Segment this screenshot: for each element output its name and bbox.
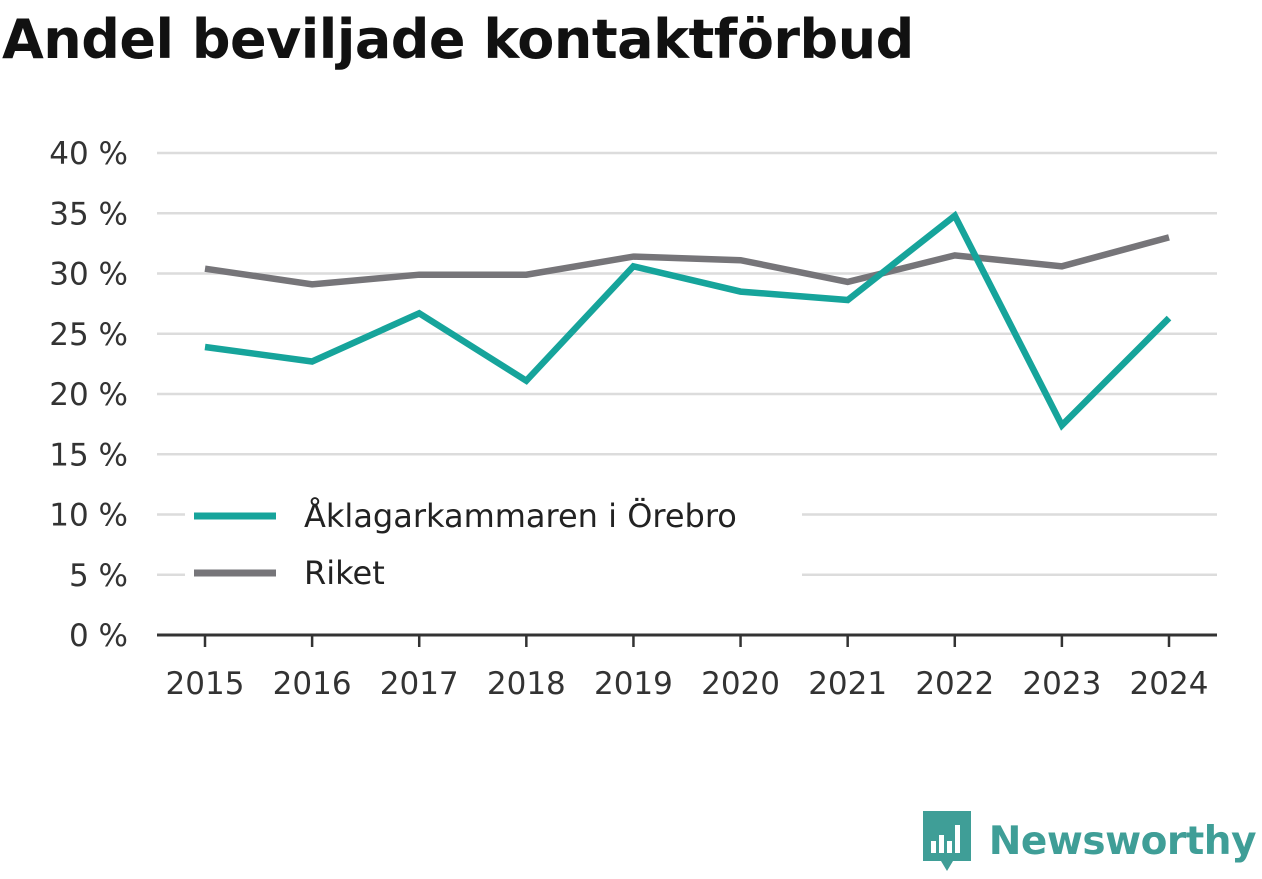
y-tick-label: 40 % (49, 136, 128, 172)
newsworthy-brand: Newsworthy (922, 809, 1257, 873)
newsworthy-logo-icon (922, 811, 971, 871)
x-axis-ticks: 2015 2016 2017 2018 2019 2020 2021 2022 2023 2024 (157, 633, 1217, 702)
y-tick-label: 20 % (49, 377, 128, 413)
x-tick-label: 2023 (1022, 666, 1101, 702)
x-tick-label: 2022 (915, 666, 994, 702)
chart-title: Andel beviljade kontaktförbud (2, 8, 914, 71)
series-line (204, 234, 1170, 288)
x-tick-label: 2018 (487, 666, 566, 702)
y-tick-label: 5 % (69, 558, 128, 594)
y-axis-ticks: 0 % 5 % 10 % 15 % 20 % 25 % 30 % 35 % 40 % (49, 136, 128, 654)
legend-background (185, 485, 802, 603)
x-tick-label: 2015 (166, 666, 245, 702)
x-tick-label: 2016 (273, 666, 352, 702)
y-tick-label: 0 % (69, 618, 128, 654)
legend-label: Riket (304, 554, 385, 592)
x-tick-label: 2020 (701, 666, 780, 702)
legend-label: Åklagarkammaren i Örebro (304, 497, 737, 535)
series-line (204, 210, 1172, 431)
y-tick-label: 30 % (49, 257, 128, 293)
brand-name: Newsworthy (988, 818, 1257, 864)
y-tick-label: 15 % (49, 437, 128, 473)
y-tick-label: 35 % (49, 196, 128, 232)
x-tick-label: 2019 (594, 666, 673, 702)
y-tick-label: 25 % (49, 317, 128, 353)
y-tick-label: 10 % (49, 498, 128, 534)
x-tick-label: 2024 (1130, 666, 1209, 702)
x-tick-label: 2017 (380, 666, 459, 702)
legend: Åklagarkammaren i Örebro Riket (185, 485, 802, 603)
x-tick-label: 2021 (808, 666, 887, 702)
series-lines (204, 210, 1172, 431)
